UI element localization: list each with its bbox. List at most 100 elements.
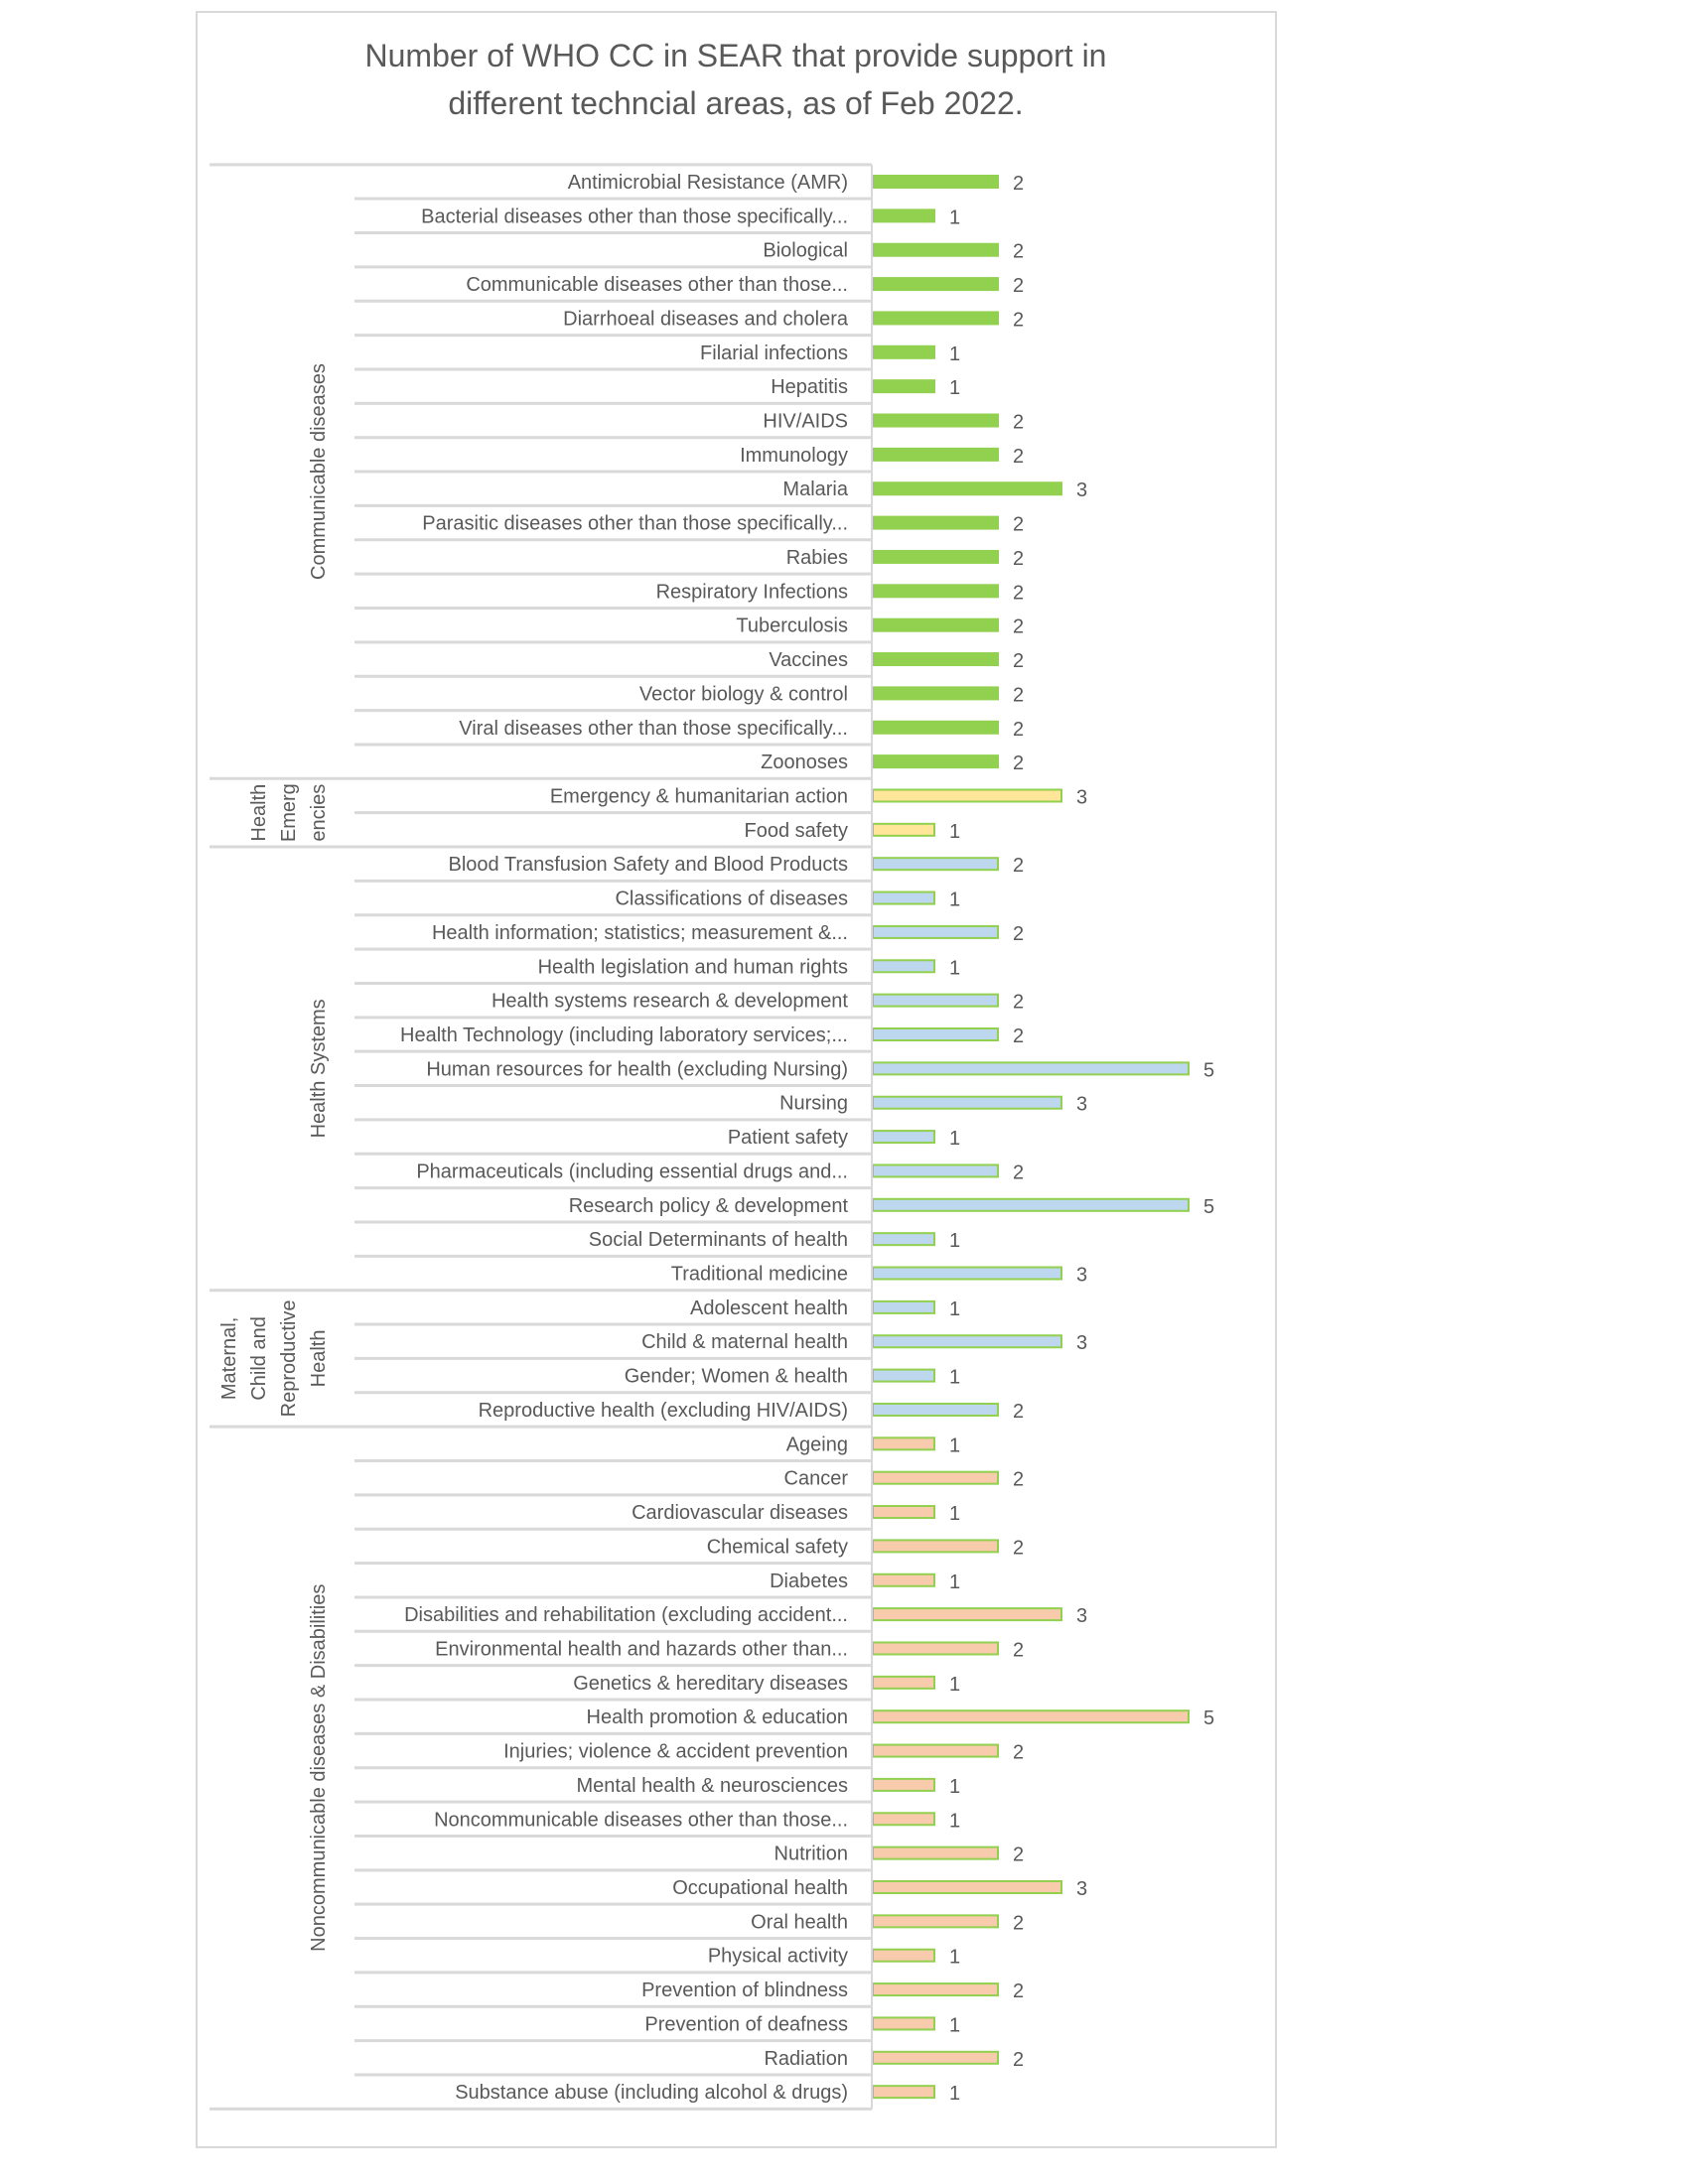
data-label: 1 (949, 957, 960, 979)
category-label: Oral health (751, 1911, 848, 1933)
category-label: Health Technology (including laboratory … (400, 1024, 848, 1046)
bar (872, 1368, 935, 1383)
category-label: Classifications of diseases (615, 888, 848, 910)
group-label: Maternal, (218, 1317, 240, 1400)
data-label: 2 (1013, 1537, 1024, 1559)
bar (872, 2050, 999, 2065)
bar (872, 1095, 1062, 1110)
category-label: Patient safety (728, 1127, 848, 1149)
group-label: Communicable diseases (308, 363, 330, 580)
category-label: Social Determinants of health (589, 1229, 848, 1251)
category-label: Hepatitis (771, 376, 848, 398)
data-label: 2 (1013, 275, 1024, 297)
bar (872, 2085, 935, 2100)
category-label: Food safety (744, 820, 848, 842)
bar (872, 1334, 1062, 1349)
bar (872, 1812, 935, 1827)
bar (872, 617, 999, 632)
bar (872, 1880, 1062, 1894)
bar (872, 1982, 999, 1997)
data-label: 2 (1013, 1639, 1024, 1661)
category-label: Human resources for health (excluding Nu… (426, 1058, 848, 1080)
bar (872, 344, 935, 359)
category-label: Traditional medicine (671, 1264, 848, 1286)
bar (872, 1777, 935, 1792)
bar (872, 413, 999, 428)
bar (872, 1299, 935, 1314)
category-label: Immunology (740, 445, 848, 467)
bar (872, 1572, 935, 1587)
group-label: Child and (248, 1316, 270, 1401)
bar (872, 584, 999, 599)
category-label: Cardiovascular diseases (632, 1502, 848, 1524)
category-label: Gender; Women & health (625, 1366, 848, 1388)
data-label: 2 (1013, 548, 1024, 570)
data-label: 2 (1013, 241, 1024, 263)
data-label: 2 (1013, 309, 1024, 331)
bar (872, 788, 1062, 803)
bar (872, 1402, 999, 1417)
data-label: 3 (1076, 1332, 1087, 1354)
data-label: 1 (949, 1776, 960, 1798)
category-label: Vaccines (769, 649, 848, 671)
group-label: Emerg (278, 783, 300, 842)
data-label: 1 (949, 1810, 960, 1832)
bar (872, 1436, 935, 1451)
chart-title-line-1: Number of WHO CC in SEAR that provide su… (365, 38, 1107, 73)
bar (872, 1266, 1062, 1281)
data-label: 3 (1076, 1094, 1087, 1116)
bar (872, 1539, 999, 1554)
data-label: 2 (1013, 173, 1024, 195)
category-label: Adolescent health (690, 1297, 848, 1319)
data-label: 2 (1013, 412, 1024, 434)
data-label: 1 (949, 1298, 960, 1320)
data-label: 1 (949, 1947, 960, 1969)
bar (872, 1130, 935, 1145)
group-label: Health Systems (308, 999, 330, 1138)
category-label: Diabetes (770, 1570, 848, 1592)
data-label: 3 (1076, 1265, 1087, 1287)
category-label: Health promotion & education (587, 1706, 849, 1728)
bar (872, 549, 999, 564)
category-label: Genetics & hereditary diseases (573, 1673, 848, 1695)
data-label: 1 (949, 1674, 960, 1696)
bar (872, 822, 935, 837)
category-label: Vector biology & control (639, 683, 848, 705)
bar (872, 890, 935, 905)
category-label: Chemical safety (707, 1536, 848, 1558)
bar (872, 652, 999, 667)
data-label: 5 (1203, 1707, 1214, 1729)
category-label: Radiation (764, 2048, 848, 2070)
bar (872, 1709, 1190, 1724)
category-label: Bacterial diseases other than those spec… (421, 205, 848, 227)
bar (872, 2016, 935, 2031)
category-label: Health systems research & development (492, 991, 848, 1013)
data-label: 2 (1013, 1161, 1024, 1183)
data-label: 2 (1013, 582, 1024, 604)
data-label: 5 (1203, 1059, 1214, 1081)
category-label: Blood Transfusion Safety and Blood Produ… (449, 854, 848, 876)
category-label: Communicable diseases other than those..… (466, 274, 848, 296)
data-label: 2 (1013, 1980, 1024, 2002)
bar (872, 720, 999, 735)
data-label: 2 (1013, 1844, 1024, 1866)
category-label: Filarial infections (700, 342, 848, 364)
bar (872, 277, 999, 292)
category-label: Pharmaceuticals (including essential dru… (416, 1160, 848, 1182)
data-label: 1 (949, 1230, 960, 1252)
category-label: Viral diseases other than those specific… (459, 718, 848, 740)
category-label: Prevention of blindness (641, 1979, 848, 2001)
category-label: Mental health & neurosciences (577, 1775, 849, 1797)
category-label: Nutrition (774, 1843, 848, 1865)
bar (872, 1845, 999, 1860)
data-label: 3 (1076, 479, 1087, 501)
bar (872, 959, 935, 974)
data-label: 1 (949, 1503, 960, 1525)
bar (872, 515, 999, 530)
bar (872, 1675, 935, 1690)
data-label: 2 (1013, 719, 1024, 741)
category-label: Health information; statistics; measurem… (432, 922, 848, 944)
bar (872, 1061, 1190, 1076)
bar (872, 1641, 999, 1656)
data-label: 1 (949, 2083, 960, 2105)
